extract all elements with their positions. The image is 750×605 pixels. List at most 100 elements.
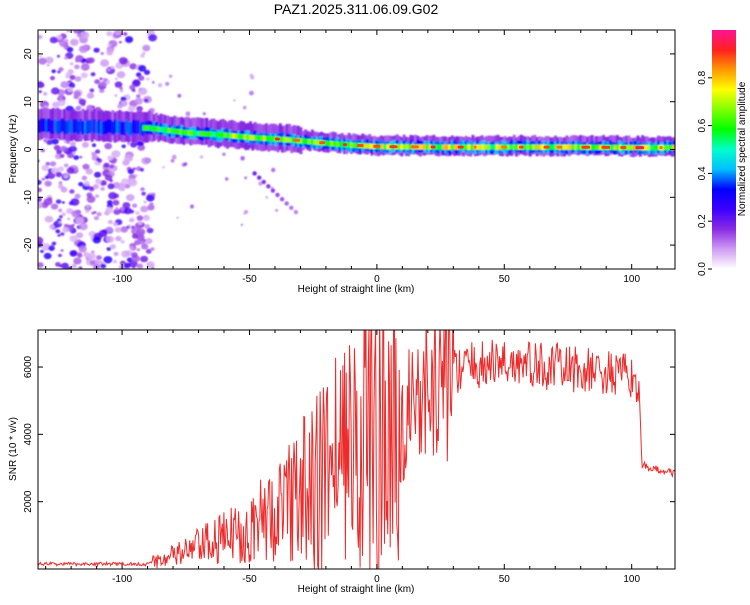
- noise-blob: [66, 30, 70, 33]
- ridge-core: [176, 128, 180, 135]
- ridge-core: [649, 145, 653, 151]
- noise-blob: [56, 54, 61, 58]
- noise-blob: [79, 155, 83, 159]
- noise-blob: [126, 194, 135, 202]
- noise-blob: [50, 76, 55, 81]
- ridge-mid: [125, 119, 129, 133]
- ridge-core: [633, 145, 637, 151]
- noise-blob: [115, 207, 119, 211]
- ridge-mid: [127, 121, 131, 136]
- ridge-mid: [58, 120, 62, 134]
- noise-blob: [86, 205, 90, 208]
- ridge-core: [669, 145, 673, 151]
- noise-blob: [76, 232, 84, 239]
- ridge-core: [386, 144, 390, 150]
- noise-blob: [38, 201, 43, 209]
- noise-blob: [129, 84, 136, 90]
- noise-blob: [142, 44, 151, 52]
- noise-blob: [60, 249, 64, 252]
- noise-blob: [92, 236, 102, 244]
- ridge-core: [627, 144, 631, 151]
- y-tick-label: 20: [23, 48, 34, 60]
- noise-blob: [76, 252, 83, 258]
- noise-blob: [53, 145, 61, 151]
- noise-blob: [74, 193, 81, 199]
- snr-series-line: [38, 330, 675, 569]
- x-tick-label: 100: [623, 574, 640, 585]
- noise-blob: [75, 216, 84, 225]
- ridge-core: [529, 144, 533, 150]
- ridge-mid: [116, 120, 119, 134]
- noise-blob: [38, 90, 42, 93]
- noise-blob: [48, 245, 55, 251]
- noise-blob: [137, 144, 146, 151]
- ridge-core: [212, 131, 216, 138]
- ridge-core: [655, 145, 659, 151]
- noise-blob: [61, 212, 66, 216]
- noise-blob: [222, 152, 226, 156]
- noise-blob: [100, 187, 105, 191]
- noise-blob: [78, 45, 88, 53]
- noise-blob: [132, 167, 136, 171]
- ridge-core: [579, 144, 583, 150]
- x-tick-label: -50: [242, 274, 257, 285]
- noise-blob: [131, 252, 138, 258]
- noise-blob: [57, 99, 66, 107]
- ridge-core: [405, 144, 410, 150]
- ridge-core: [562, 144, 567, 150]
- noise-blob: [128, 217, 135, 223]
- ridge-core: [464, 144, 468, 150]
- ridge-core: [512, 144, 516, 150]
- ridge-core: [232, 133, 236, 139]
- noise-blob: [107, 183, 115, 190]
- noise-blob: [105, 235, 115, 243]
- noise-blob: [71, 263, 77, 269]
- ridge-core: [408, 144, 412, 150]
- noise-blob: [41, 164, 49, 172]
- noise-blob: [46, 63, 50, 67]
- noise-blob: [38, 55, 42, 58]
- ridge-peak: [601, 145, 611, 149]
- ridge-core: [333, 141, 337, 147]
- ridge-mid: [77, 121, 80, 135]
- ridge-core: [316, 139, 320, 145]
- noise-blob: [140, 187, 145, 191]
- ridge-core: [153, 126, 157, 132]
- snr-y-ticks: 2000 4000 6000: [23, 355, 675, 513]
- x-tick-label: -100: [112, 574, 132, 585]
- noise-blob: [116, 71, 126, 79]
- ridge-core: [198, 130, 202, 137]
- noise-blob: [86, 195, 96, 203]
- noise-blob: [89, 260, 96, 266]
- noise-blob: [60, 81, 69, 89]
- ridge-mid: [67, 119, 71, 133]
- ridge-core: [574, 144, 578, 150]
- ridge-core: [347, 142, 351, 148]
- noise-blob: [109, 244, 116, 250]
- ridge-mid: [38, 119, 41, 133]
- noise-blob: [108, 43, 112, 47]
- noise-blob: [69, 75, 76, 80]
- noise-blob: [60, 186, 68, 193]
- ridge-peak: [501, 145, 507, 149]
- noise-blob: [115, 235, 122, 242]
- ridge-peak: [556, 145, 563, 149]
- ridge-core: [162, 127, 166, 133]
- ridge-core: [167, 127, 171, 134]
- noise-blob: [121, 250, 130, 258]
- ridge-core: [548, 144, 553, 150]
- noise-blob: [66, 45, 70, 48]
- ridge-core: [271, 136, 275, 142]
- noise-blob: [44, 215, 54, 223]
- ridge-core: [235, 133, 239, 139]
- noise-blob: [81, 141, 89, 148]
- noise-blob: [51, 69, 56, 74]
- noise-blob: [121, 178, 129, 185]
- x-tick-label: -50: [242, 574, 257, 585]
- ridge-mid: [129, 122, 133, 136]
- noise-blob: [95, 178, 102, 185]
- artifact-blob: [270, 188, 276, 193]
- noise-blob: [119, 186, 126, 192]
- noise-blob: [51, 138, 59, 145]
